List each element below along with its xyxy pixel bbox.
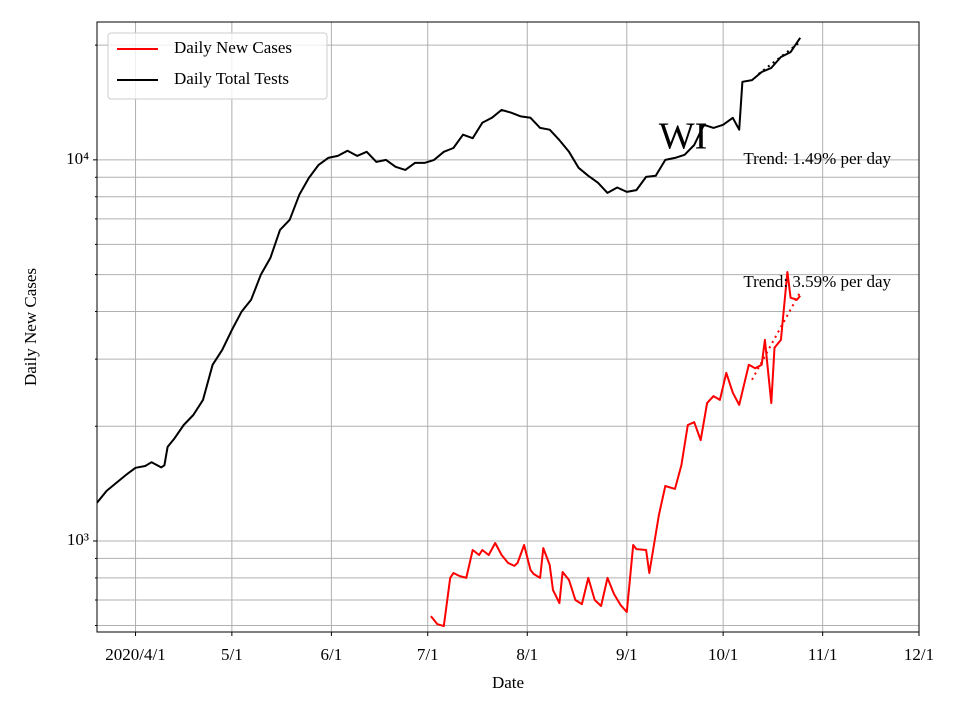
x-tick-label: 12/1 — [904, 645, 934, 664]
legend: Daily New Cases Daily Total Tests — [107, 32, 328, 100]
x-axis-label: Date — [492, 673, 524, 692]
legend-label: Daily Total Tests — [174, 69, 289, 88]
legend-label: Daily New Cases — [174, 38, 292, 57]
axes-frame — [96, 21, 920, 633]
trend-annotation: Trend: 3.59% per day — [743, 272, 891, 291]
series-line — [97, 37, 802, 504]
y-tick-label: 10³ — [67, 530, 89, 549]
x-tick-label: 5/1 — [221, 645, 243, 664]
legend-box — [107, 32, 328, 100]
y-axis-label: Daily New Cases — [21, 268, 40, 386]
x-tick-label: 9/1 — [616, 645, 638, 664]
chart-title: WI — [659, 116, 708, 158]
x-tick-label: 2020/4/1 — [105, 645, 165, 664]
y-tick-label: 10⁴ — [66, 149, 89, 168]
plot-area — [97, 37, 802, 628]
series-line — [430, 271, 801, 628]
x-tick-label: 11/1 — [808, 645, 838, 664]
grid — [97, 22, 920, 632]
x-tick-label: 6/1 — [321, 645, 343, 664]
trend-annotation: Trend: 1.49% per day — [743, 149, 891, 168]
x-tick-label: 10/1 — [708, 645, 738, 664]
x-tick-label: 7/1 — [417, 645, 439, 664]
trend-line — [757, 41, 801, 75]
x-tick-label: 8/1 — [516, 645, 538, 664]
